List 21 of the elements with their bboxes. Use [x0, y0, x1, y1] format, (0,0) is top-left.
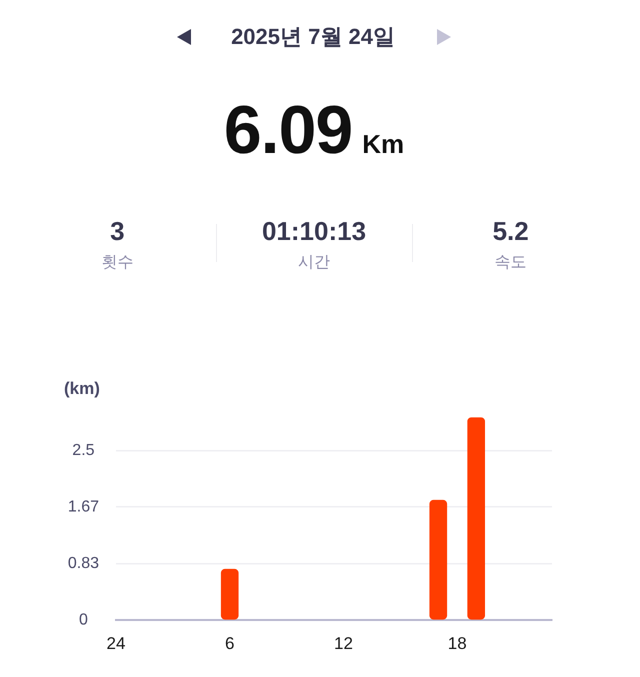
- text: 횟수: [100, 253, 134, 273]
- x-tick-label: 18: [448, 634, 467, 653]
- text: 시간: [297, 253, 331, 273]
- x-tick-label: 6: [225, 634, 234, 653]
- x-tick-label: 24: [106, 634, 126, 653]
- bar: [429, 500, 448, 620]
- y-tick-label: 1.67: [68, 498, 100, 516]
- y-axis-title: (km): [64, 378, 100, 400]
- text: 6.09: [224, 92, 352, 168]
- text: 3: [109, 215, 126, 247]
- text: 속도: [494, 253, 528, 273]
- y-tick-label: 0: [78, 611, 88, 628]
- x-tick-label: 12: [334, 634, 353, 653]
- text: Km: [362, 129, 404, 160]
- y-tick-label: 2.5: [72, 442, 95, 460]
- bar: [220, 568, 239, 620]
- text: 5.2: [492, 215, 530, 247]
- chart-title: 2025년 7월 24일: [230, 23, 396, 51]
- text: 01:10:13: [260, 215, 368, 247]
- y-tick-label: 0.83: [68, 555, 100, 572]
- bar: [467, 417, 486, 620]
